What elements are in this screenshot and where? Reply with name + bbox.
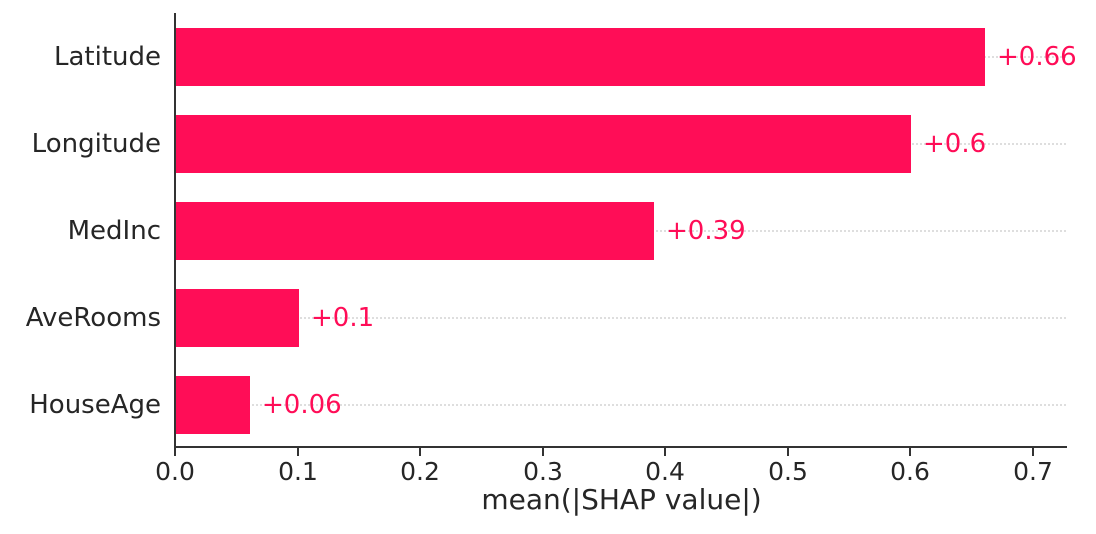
x-tick-mark [419, 448, 421, 456]
x-tick-mark [909, 448, 911, 456]
y-axis-label-houseage: HouseAge [29, 389, 161, 420]
x-axis-line [174, 446, 1067, 448]
x-tick-mark [664, 448, 666, 456]
x-tick-label: 0.7 [1013, 457, 1053, 486]
bar-value-label: +0.39 [666, 215, 746, 246]
bar-houseage [176, 376, 250, 434]
x-tick-mark [787, 448, 789, 456]
bar-value-label: +0.6 [923, 128, 987, 159]
gridline [176, 316, 1066, 319]
bar-latitude [176, 28, 985, 86]
x-tick-label: 0.0 [155, 457, 195, 486]
x-tick-label: 0.1 [278, 457, 318, 486]
x-tick-mark [297, 448, 299, 456]
x-tick-mark [542, 448, 544, 456]
x-axis-title: mean(|SHAP value|) [481, 483, 762, 516]
bar-value-label: +0.66 [997, 41, 1077, 72]
bar-medinc [176, 202, 654, 260]
y-axis-label-latitude: Latitude [53, 41, 161, 72]
x-tick-label: 0.6 [890, 457, 930, 486]
x-tick-mark [174, 448, 176, 456]
y-axis-label-medinc: MedInc [67, 215, 161, 246]
bar-averooms [176, 289, 299, 347]
x-tick-label: 0.4 [645, 457, 685, 486]
x-tick-label: 0.5 [768, 457, 808, 486]
x-tick-mark [1032, 448, 1034, 456]
y-axis-line [174, 13, 176, 448]
y-axis-label-averooms: AveRooms [25, 302, 161, 333]
y-axis-label-longitude: Longitude [31, 128, 161, 159]
bar-longitude [176, 115, 911, 173]
x-tick-label: 0.2 [400, 457, 440, 486]
gridline [176, 403, 1066, 406]
x-tick-label: 0.3 [523, 457, 563, 486]
bar-value-label: +0.06 [262, 389, 342, 420]
bar-value-label: +0.1 [311, 302, 375, 333]
